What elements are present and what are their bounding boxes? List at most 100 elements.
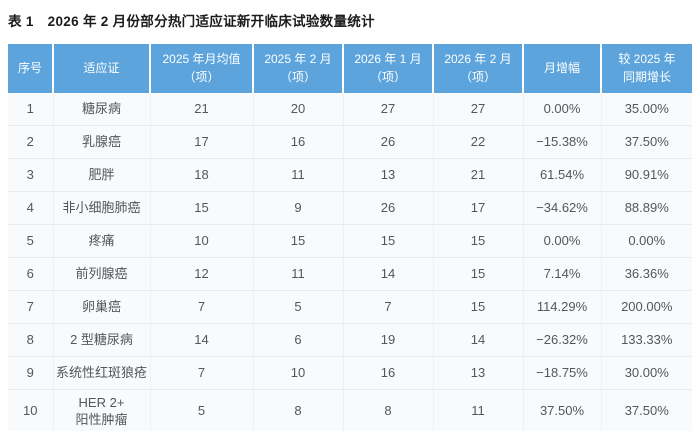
cell-2026-feb: 17	[433, 191, 524, 225]
cell-indication: 糖尿病	[53, 93, 151, 126]
cell-mom-growth: −34.62%	[523, 191, 602, 225]
cell-2026-feb: 22	[433, 125, 524, 159]
cell-index: 9	[8, 356, 54, 390]
cell-2026-jan: 27	[343, 93, 434, 126]
cell-yoy-growth: 37.50%	[601, 125, 692, 159]
cell-index: 1	[8, 93, 54, 126]
cell-2026-jan: 7	[343, 290, 434, 324]
cell-mom-growth: −15.38%	[523, 125, 602, 159]
cell-index: 2	[8, 125, 54, 159]
col-header-index: 序号	[8, 44, 54, 93]
table-row: 6 前列腺癌 12 11 14 15 7.14% 36.36%	[8, 257, 692, 291]
cell-2025-avg: 10	[150, 224, 254, 258]
table-row: 4 非小细胞肺癌 15 9 26 17 −34.62% 88.89%	[8, 191, 692, 225]
col-header-2026-jan: 2026 年 1 月 （项）	[343, 44, 434, 93]
table-row: 2 乳腺癌 17 16 26 22 −15.38% 37.50%	[8, 125, 692, 159]
col-header-indication: 适应证	[53, 44, 151, 93]
cell-2026-feb: 15	[433, 257, 524, 291]
cell-2025-avg: 17	[150, 125, 254, 159]
table-row: 5 疼痛 10 15 15 15 0.00% 0.00%	[8, 224, 692, 258]
cell-indication: 卵巢癌	[53, 290, 151, 324]
col-header-yoy-growth: 较 2025 年 同期增长	[601, 44, 692, 93]
col-header-2025-feb: 2025 年 2 月 （项）	[253, 44, 344, 93]
table-number-label: 表 1	[8, 14, 34, 29]
cell-2026-jan: 26	[343, 191, 434, 225]
cell-mom-growth: −18.75%	[523, 356, 602, 390]
cell-2026-feb: 15	[433, 290, 524, 324]
cell-2025-feb: 11	[253, 257, 344, 291]
table-row: 9 系统性红斑狼疮 7 10 16 13 −18.75% 30.00%	[8, 356, 692, 390]
cell-yoy-growth: 37.50%	[601, 389, 692, 431]
cell-index: 4	[8, 191, 54, 225]
clinical-trials-table: 序号 适应证 2025 年月均值 （项） 2025 年 2 月 （项） 2026…	[8, 44, 692, 431]
cell-2026-feb: 11	[433, 389, 524, 431]
cell-2025-avg: 21	[150, 93, 254, 126]
cell-2026-feb: 15	[433, 224, 524, 258]
table-row: 7 卵巢癌 7 5 7 15 114.29% 200.00%	[8, 290, 692, 324]
cell-2026-feb: 13	[433, 356, 524, 390]
cell-yoy-growth: 133.33%	[601, 323, 692, 357]
cell-2025-feb: 5	[253, 290, 344, 324]
cell-index: 10	[8, 389, 54, 431]
cell-2025-feb: 16	[253, 125, 344, 159]
cell-mom-growth: 0.00%	[523, 93, 602, 126]
cell-index: 6	[8, 257, 54, 291]
cell-2026-jan: 15	[343, 224, 434, 258]
cell-2025-feb: 8	[253, 389, 344, 431]
cell-mom-growth: 114.29%	[523, 290, 602, 324]
table-row: 3 肥胖 18 11 13 21 61.54% 90.91%	[8, 158, 692, 192]
col-header-2026-feb: 2026 年 2 月 （项）	[433, 44, 524, 93]
cell-2025-feb: 10	[253, 356, 344, 390]
cell-2026-jan: 19	[343, 323, 434, 357]
col-header-2025-avg: 2025 年月均值 （项）	[150, 44, 254, 93]
cell-indication: 前列腺癌	[53, 257, 151, 291]
cell-indication: HER 2+ 阳性肿瘤	[53, 389, 151, 431]
cell-2025-avg: 5	[150, 389, 254, 431]
cell-yoy-growth: 35.00%	[601, 93, 692, 126]
cell-2026-jan: 26	[343, 125, 434, 159]
table-row: 1 糖尿病 21 20 27 27 0.00% 35.00%	[8, 93, 692, 126]
cell-index: 7	[8, 290, 54, 324]
cell-index: 8	[8, 323, 54, 357]
cell-2025-avg: 15	[150, 191, 254, 225]
table-header-row: 序号 适应证 2025 年月均值 （项） 2025 年 2 月 （项） 2026…	[8, 44, 692, 93]
cell-indication: 系统性红斑狼疮	[53, 356, 151, 390]
cell-yoy-growth: 88.89%	[601, 191, 692, 225]
cell-indication: 疼痛	[53, 224, 151, 258]
cell-2026-jan: 16	[343, 356, 434, 390]
cell-yoy-growth: 36.36%	[601, 257, 692, 291]
table-title-text: 2026 年 2 月份部分热门适应证新开临床试验数量统计	[47, 14, 375, 29]
cell-mom-growth: 0.00%	[523, 224, 602, 258]
cell-2025-avg: 7	[150, 356, 254, 390]
cell-2026-jan: 14	[343, 257, 434, 291]
cell-2026-feb: 27	[433, 93, 524, 126]
cell-yoy-growth: 90.91%	[601, 158, 692, 192]
cell-indication: 肥胖	[53, 158, 151, 192]
cell-mom-growth: 37.50%	[523, 389, 602, 431]
table-row: 10 HER 2+ 阳性肿瘤 5 8 8 11 37.50% 37.50%	[8, 389, 692, 431]
cell-2026-feb: 21	[433, 158, 524, 192]
cell-2025-feb: 20	[253, 93, 344, 126]
cell-indication: 非小细胞肺癌	[53, 191, 151, 225]
cell-yoy-growth: 30.00%	[601, 356, 692, 390]
cell-2025-feb: 9	[253, 191, 344, 225]
cell-indication: 2 型糖尿病	[53, 323, 151, 357]
table-title: 表 1 2026 年 2 月份部分热门适应证新开临床试验数量统计	[8, 10, 375, 30]
cell-yoy-growth: 200.00%	[601, 290, 692, 324]
cell-2025-avg: 14	[150, 323, 254, 357]
cell-2026-jan: 13	[343, 158, 434, 192]
cell-2025-avg: 18	[150, 158, 254, 192]
cell-2025-avg: 12	[150, 257, 254, 291]
cell-yoy-growth: 0.00%	[601, 224, 692, 258]
cell-indication: 乳腺癌	[53, 125, 151, 159]
cell-2025-feb: 6	[253, 323, 344, 357]
cell-mom-growth: 7.14%	[523, 257, 602, 291]
cell-2026-jan: 8	[343, 389, 434, 431]
cell-index: 5	[8, 224, 54, 258]
col-header-mom-growth: 月增幅	[523, 44, 602, 93]
cell-2025-avg: 7	[150, 290, 254, 324]
cell-2025-feb: 11	[253, 158, 344, 192]
cell-index: 3	[8, 158, 54, 192]
cell-2026-feb: 14	[433, 323, 524, 357]
